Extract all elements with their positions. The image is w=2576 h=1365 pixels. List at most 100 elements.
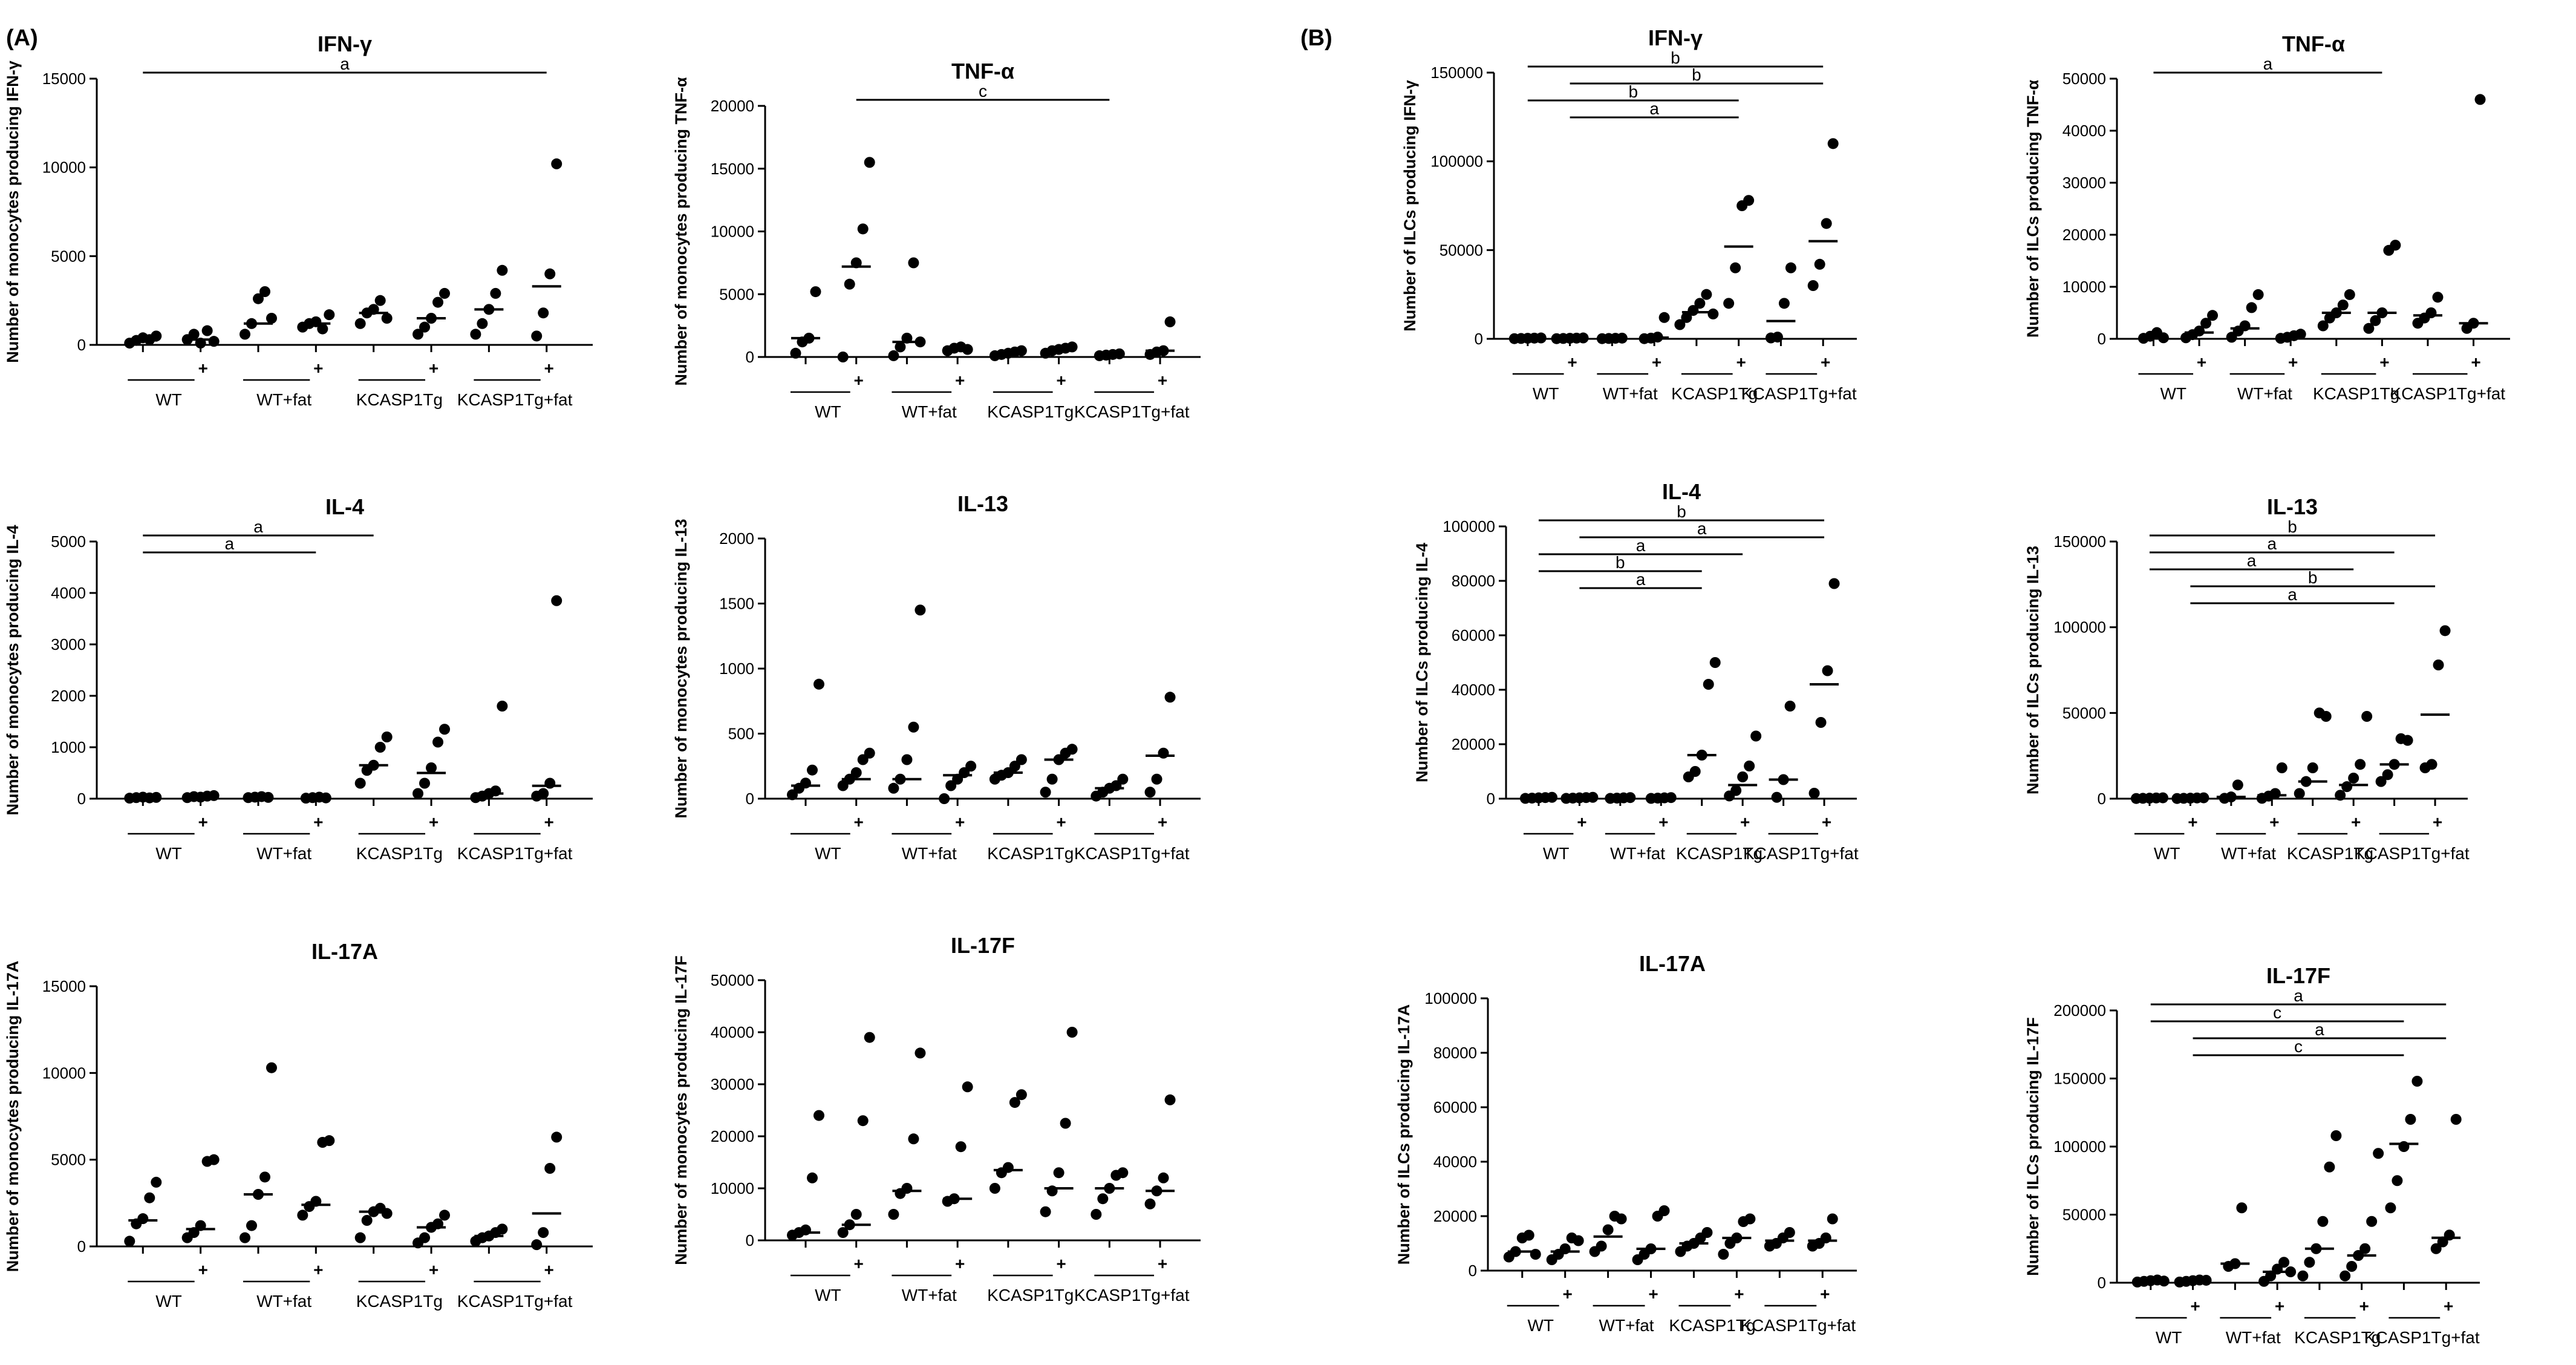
group-label: KCASP1Tg+fat xyxy=(457,1292,573,1311)
chart-7: TNF-α Number of ILCs producing TNF-α 0 1000… xyxy=(2024,31,2510,403)
data-point xyxy=(850,1209,862,1220)
significance-letter: a xyxy=(2267,534,2277,553)
y-tick-label: 30000 xyxy=(2062,174,2106,192)
data-point xyxy=(374,295,386,306)
data-point xyxy=(1144,1198,1156,1210)
data-point xyxy=(939,793,950,804)
data-point xyxy=(381,732,393,742)
data-point xyxy=(1523,1229,1534,1241)
data-point xyxy=(2430,1243,2442,1254)
data-point xyxy=(1694,298,1706,309)
group-label: WT xyxy=(815,844,841,863)
group-label: WT+fat xyxy=(1610,844,1665,863)
group-label: KCASP1Tg xyxy=(987,844,1074,863)
y-tick-label: 100000 xyxy=(1443,517,1495,535)
data-point xyxy=(439,1210,451,1221)
group-label: KCASP1Tg xyxy=(1676,844,1762,863)
group-label: WT xyxy=(815,402,841,421)
data-point xyxy=(419,1232,431,1243)
plus-label: + xyxy=(1648,1285,1658,1303)
group-label: KCASP1Tg xyxy=(987,402,1074,421)
plus-label: + xyxy=(1158,813,1167,831)
data-point xyxy=(2337,300,2349,311)
plus-label: + xyxy=(1158,371,1167,390)
y-tick-label: 50000 xyxy=(711,971,754,989)
data-point xyxy=(1828,578,1840,589)
chart-title: IL-17A xyxy=(1639,951,1706,976)
data-point xyxy=(490,785,501,797)
data-point xyxy=(324,309,335,321)
data-point xyxy=(1743,195,1755,206)
data-point xyxy=(1060,1118,1071,1129)
plus-label: + xyxy=(1652,353,1661,372)
data-point xyxy=(538,1227,549,1239)
group-label: KCASP1Tg+fat xyxy=(2354,844,2470,863)
data-point xyxy=(2304,1257,2315,1268)
plus-label: + xyxy=(2269,813,2279,831)
plus-label: + xyxy=(854,1254,864,1273)
data-point xyxy=(888,782,899,794)
group-label: WT+fat xyxy=(256,844,311,863)
group-label: KCASP1Tg+fat xyxy=(1074,1286,1190,1304)
group-label: WT xyxy=(2154,844,2180,863)
significance-letter: c xyxy=(979,82,987,100)
plus-label: + xyxy=(2288,353,2298,372)
group-label: WT+fat xyxy=(2237,384,2292,403)
group-label: WT+fat xyxy=(902,1286,957,1304)
significance-letter: a xyxy=(2287,585,2297,604)
data-point xyxy=(800,1224,811,1236)
y-tick-label: 100000 xyxy=(2053,618,2106,637)
data-point xyxy=(497,701,508,712)
group-label: WT xyxy=(1527,1316,1554,1335)
data-point xyxy=(1117,773,1129,785)
data-point xyxy=(497,264,508,276)
data-point xyxy=(1040,787,1051,798)
data-point xyxy=(1730,785,1742,796)
data-point xyxy=(857,223,869,235)
data-point xyxy=(2294,788,2305,799)
plus-label: + xyxy=(1740,813,1750,831)
y-tick-label: 1500 xyxy=(719,595,754,613)
plus-label: + xyxy=(544,359,554,378)
data-point xyxy=(531,1239,543,1251)
significance-letter: a xyxy=(2247,551,2257,570)
data-point xyxy=(188,329,200,340)
significance-letter: a xyxy=(1636,570,1646,589)
plus-label: + xyxy=(2275,1297,2284,1315)
y-tick-label: 0 xyxy=(1475,330,1483,348)
group-label: KCASP1Tg xyxy=(2287,844,2373,863)
data-point xyxy=(1807,280,1819,291)
y-tick-label: 4000 xyxy=(51,584,86,602)
y-tick-label: 15000 xyxy=(42,70,86,88)
data-point xyxy=(1040,1206,1051,1217)
significance-letter: a xyxy=(253,517,263,536)
data-point xyxy=(1778,298,1790,309)
data-point xyxy=(1602,1224,1614,1236)
data-point xyxy=(1827,138,1839,149)
data-point xyxy=(1009,761,1020,772)
data-point xyxy=(915,1047,926,1059)
y-axis-label: Number of monocytes producing IL-17F xyxy=(672,955,690,1265)
significance-letter: a xyxy=(2294,986,2303,1005)
significance-letter: b xyxy=(1692,65,1701,84)
data-point xyxy=(813,1110,824,1121)
data-point xyxy=(2340,1270,2351,1282)
significance-letter: b xyxy=(2308,568,2318,587)
data-point xyxy=(551,158,562,169)
plus-label: + xyxy=(2433,813,2442,831)
plus-label: + xyxy=(198,359,207,378)
significance-letter: b xyxy=(1677,502,1686,521)
data-point xyxy=(2375,776,2387,787)
data-point xyxy=(239,329,250,340)
data-point xyxy=(2346,1261,2358,1272)
data-point xyxy=(888,350,899,361)
data-point xyxy=(2392,1175,2403,1187)
data-point xyxy=(908,257,919,269)
y-axis-label: Number of monocytes producing IL-13 xyxy=(672,519,690,818)
data-point xyxy=(806,1172,818,1183)
group-label: WT+fat xyxy=(902,844,957,863)
plus-label: + xyxy=(1567,353,1577,372)
significance-letter: a xyxy=(2263,54,2273,73)
data-point xyxy=(1718,1249,1729,1260)
